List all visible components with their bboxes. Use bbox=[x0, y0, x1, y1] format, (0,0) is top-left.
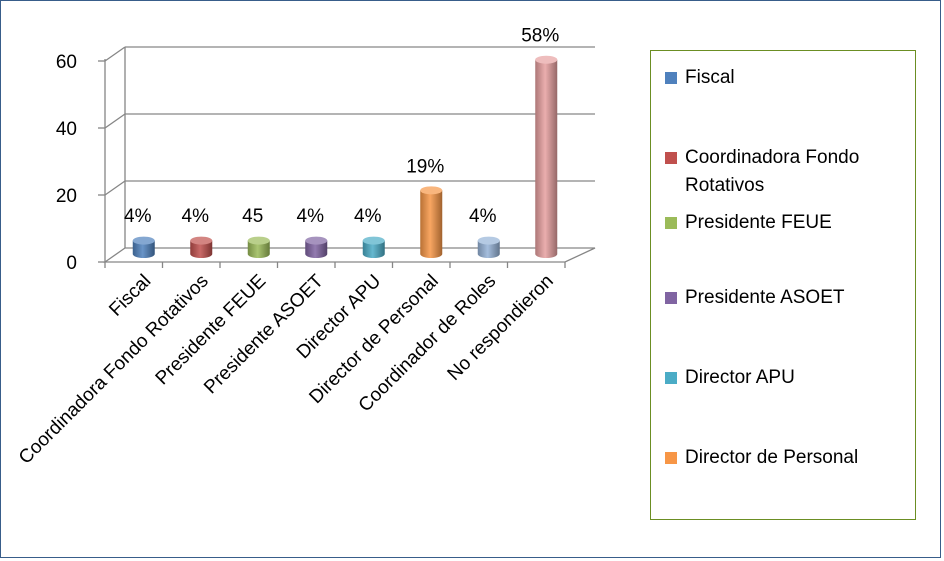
legend-label: Presidente FEUE bbox=[685, 212, 832, 233]
data-label: 19% bbox=[406, 156, 444, 177]
bar-body bbox=[190, 240, 213, 258]
data-label: 4% bbox=[124, 206, 152, 227]
legend-item: Fiscal bbox=[665, 64, 910, 92]
bar-top bbox=[190, 236, 213, 245]
y-tick-label: 40 bbox=[56, 119, 77, 140]
x-tick-label: No respondieron bbox=[444, 271, 558, 385]
data-label: 45 bbox=[242, 206, 263, 227]
bar-8 bbox=[535, 55, 558, 259]
gridline-side bbox=[104, 180, 126, 196]
bar-top bbox=[132, 236, 155, 245]
legend-item: Coordinadora Fondo Rotativos bbox=[665, 144, 910, 200]
data-label: 58% bbox=[521, 26, 559, 47]
legend-swatch bbox=[665, 217, 677, 229]
data-label: 4% bbox=[297, 206, 325, 227]
bar-6 bbox=[420, 186, 443, 258]
bar-top bbox=[305, 236, 328, 245]
x-tick-label: Fiscal bbox=[105, 271, 155, 321]
legend-label: Fiscal bbox=[685, 67, 735, 88]
legend-swatch bbox=[665, 372, 677, 384]
legend-swatch bbox=[665, 72, 677, 84]
bar-body bbox=[247, 240, 270, 258]
legend-label: Director de Personal bbox=[685, 447, 859, 468]
bar-1 bbox=[132, 236, 155, 258]
legend-label: Director APU bbox=[685, 367, 795, 388]
bar-top bbox=[535, 55, 558, 64]
gridline-side bbox=[104, 46, 126, 62]
y-tick-label: 20 bbox=[56, 186, 77, 207]
legend-item: Director de Personal bbox=[665, 444, 910, 472]
legend: Fiscal Coordinadora Fondo Rotativos Presid… bbox=[650, 50, 916, 520]
y-tick-labels: 0 20 40 60 bbox=[56, 52, 77, 274]
legend-item: Director APU bbox=[665, 364, 910, 392]
data-label: 4% bbox=[354, 206, 382, 227]
bar-3 bbox=[247, 236, 270, 258]
y-tick-label: 0 bbox=[66, 253, 77, 274]
gridline-side bbox=[104, 113, 126, 129]
bars bbox=[132, 55, 558, 259]
y-tick-label: 60 bbox=[56, 52, 77, 73]
bar-body bbox=[305, 240, 328, 258]
chart-floor bbox=[102, 247, 596, 263]
bar-top bbox=[247, 236, 270, 245]
legend-swatch bbox=[665, 292, 677, 304]
data-label: 4% bbox=[469, 206, 497, 227]
data-labels: 4% 4% 45 4% 4% 19% 4% 58% bbox=[124, 26, 559, 227]
axes bbox=[98, 47, 596, 268]
bar-body bbox=[132, 240, 155, 258]
bar-body bbox=[535, 59, 558, 259]
gridlines bbox=[104, 46, 595, 196]
bar-4 bbox=[305, 236, 328, 258]
bar-body bbox=[420, 190, 443, 258]
legend-swatch bbox=[665, 152, 677, 164]
bar-top bbox=[420, 186, 443, 195]
legend-label: Coordinadora Fondo Rotativos bbox=[685, 147, 860, 196]
bar-body bbox=[362, 240, 385, 258]
legend-item: Presidente FEUE bbox=[665, 209, 910, 237]
legend-swatch bbox=[665, 452, 677, 464]
data-label: 4% bbox=[182, 206, 210, 227]
legend-label: Presidente ASOET bbox=[685, 287, 845, 308]
bar-5 bbox=[362, 236, 385, 258]
bar-top bbox=[362, 236, 385, 245]
bar-7 bbox=[477, 236, 500, 258]
bar-body bbox=[477, 240, 500, 258]
legend-item: Presidente ASOET bbox=[665, 284, 910, 312]
bar-2 bbox=[190, 236, 213, 258]
bar-top bbox=[477, 236, 500, 245]
